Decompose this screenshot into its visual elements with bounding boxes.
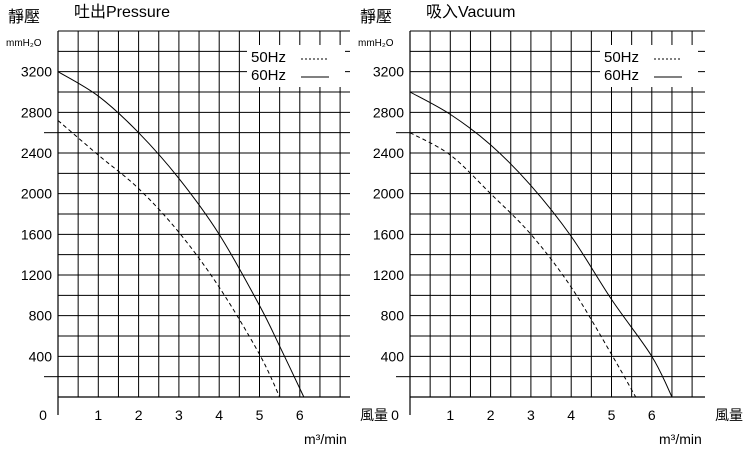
x-tick-label: 2: [135, 407, 143, 423]
chart-panel-1: 靜壓 吐出Pressure mmH₂O 400 800 1200 1600 2000 2400 2…: [6, 3, 388, 447]
y-tick-label: 3200: [21, 64, 52, 80]
x-tick-label: 5: [256, 407, 264, 423]
y-tick-label: 400: [381, 348, 405, 364]
y-axis-label: 靜壓: [360, 8, 392, 26]
y-tick-label: 2400: [21, 145, 52, 161]
series-line-60Hz: [409, 91, 673, 398]
chart-title: 吸入Vacuum: [426, 4, 516, 21]
y-tick-label: 2800: [21, 104, 52, 120]
y-tick-label: 2800: [373, 104, 404, 120]
chart-panel-2: 靜壓 吸入Vacuum mmH₂O 400 800 1200 1600 2000 2400 280…: [358, 4, 743, 447]
y-tick-label: 1600: [373, 226, 404, 242]
y-tick-label: 3200: [373, 64, 404, 80]
legend-label: 60Hz: [604, 67, 639, 84]
series-line-50Hz: [57, 120, 281, 398]
x-tick-label: 4: [567, 407, 575, 423]
x-tick-label: 3: [175, 407, 183, 423]
x-tick-label: 2: [487, 407, 495, 423]
y-tick-label: 1200: [21, 267, 52, 283]
legend-label: 50Hz: [604, 49, 639, 66]
legend-background: [600, 45, 698, 87]
x-axis-label: 風量: [360, 407, 388, 423]
x-tick-label: 3: [527, 407, 535, 423]
y-axis-unit: mmH₂O: [358, 38, 394, 49]
series-line-60Hz: [57, 71, 305, 398]
chart-title: 吐出Pressure: [74, 3, 170, 21]
y-tick-label: 1200: [373, 267, 404, 283]
x-axis-label: 風量: [715, 407, 743, 423]
x-axis-unit: m³/min: [659, 431, 702, 447]
y-tick-label: 800: [381, 308, 405, 324]
legend-background: [247, 45, 345, 87]
series-line-50Hz: [409, 132, 637, 398]
y-tick-label: 400: [29, 348, 53, 364]
y-tick-label: 2000: [21, 186, 52, 202]
x-tick-label: 0: [391, 407, 399, 423]
y-axis-unit: mmH₂O: [6, 38, 42, 49]
x-tick-label: 5: [608, 407, 616, 423]
y-tick-label: 2000: [373, 186, 404, 202]
y-tick-label: 2400: [373, 145, 404, 161]
y-axis-label: 靜壓: [8, 8, 40, 26]
x-axis-unit: m³/min: [304, 431, 347, 447]
x-tick-label: 6: [296, 407, 304, 423]
x-tick-label: 4: [215, 407, 223, 423]
x-tick-label: 0: [39, 407, 47, 423]
x-tick-label: 1: [94, 407, 102, 423]
legend-label: 50Hz: [251, 49, 286, 66]
legend-label: 60Hz: [251, 67, 286, 84]
y-tick-label: 800: [29, 308, 53, 324]
y-tick-label: 1600: [21, 226, 52, 242]
x-tick-label: 6: [648, 407, 656, 423]
x-tick-label: 1: [446, 407, 454, 423]
